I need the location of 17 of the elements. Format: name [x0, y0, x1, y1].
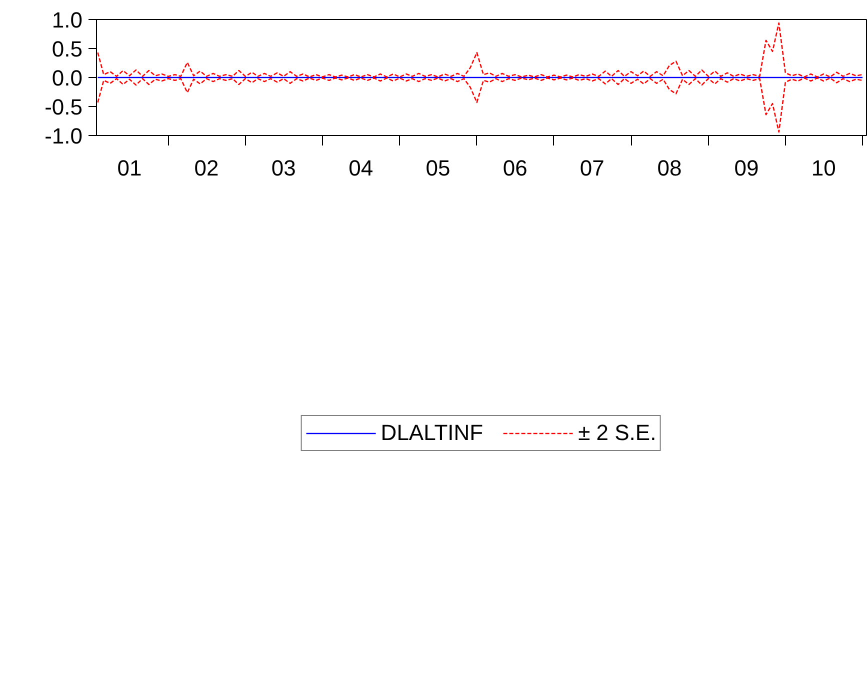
legend-label: DLALTINF [380, 420, 484, 446]
x-tick-label: 04 [348, 156, 374, 180]
x-tick-label: 10 [811, 156, 836, 180]
y-tick-label: -0.5 [44, 94, 83, 120]
x-tick-label: 08 [657, 156, 682, 180]
y-tick-label: 0.5 [52, 36, 83, 62]
x-tick-label: 05 [426, 156, 450, 180]
x-tick-label: 09 [734, 156, 759, 180]
y-tick-label: 1.0 [52, 8, 83, 32]
x-tick-label: 02 [194, 156, 219, 180]
x-tick-label: 06 [502, 156, 528, 180]
x-tick-label: 07 [580, 156, 604, 180]
y-tick-label: -1.0 [44, 124, 83, 148]
y-tick-label: 0.0 [52, 66, 83, 90]
legend-label: ± 2 S.E. [578, 420, 656, 446]
x-tick-label: 03 [271, 156, 296, 180]
x-tick-label: 01 [117, 156, 142, 180]
